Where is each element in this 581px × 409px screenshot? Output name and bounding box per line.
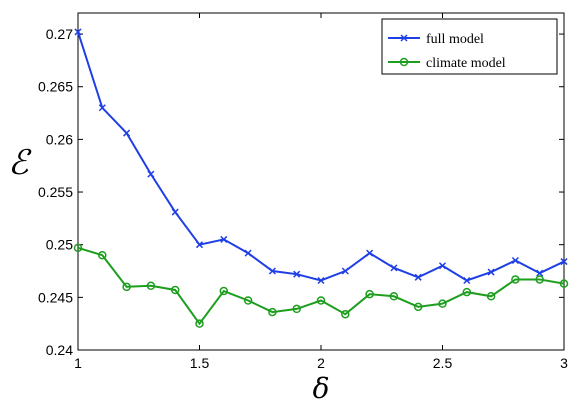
data-point <box>462 287 472 297</box>
data-point <box>414 273 422 281</box>
data-point <box>365 289 374 299</box>
data-point <box>171 208 179 216</box>
series-full-model <box>74 28 568 285</box>
series-climate-model <box>73 243 569 328</box>
y-tick-label: 0.265 <box>38 79 73 95</box>
data-point <box>98 250 107 260</box>
data-point <box>463 276 471 285</box>
data-point <box>486 292 496 301</box>
data-point <box>341 309 350 319</box>
data-point <box>195 241 204 249</box>
legend: full model climate model <box>381 18 558 75</box>
x-axis-label: δ <box>313 372 330 405</box>
series-layer <box>73 28 569 328</box>
data-point <box>366 249 374 257</box>
data-point <box>389 292 399 301</box>
data-point <box>219 286 229 296</box>
legend-entries: full model climate model <box>388 32 506 71</box>
data-point <box>268 267 276 275</box>
data-point <box>535 275 544 284</box>
legend-label: climate model <box>426 56 506 71</box>
data-point <box>195 319 204 328</box>
data-point <box>122 282 131 292</box>
legend-label: full model <box>426 32 484 47</box>
data-point <box>293 270 301 278</box>
series-line <box>77 246 565 326</box>
data-point <box>560 258 568 266</box>
y-tick-label: 0.245 <box>38 289 73 305</box>
data-point <box>74 28 82 36</box>
axis-ticks: 1 1.5 2 2.5 3 0.24 0.245 0.25 0.255 0.26 0.265 0.27 <box>38 13 568 371</box>
x-tick-label: 2.5 <box>433 355 453 371</box>
y-tick-label: 0.26 <box>46 131 73 147</box>
y-tick-label: 0.255 <box>38 184 73 200</box>
data-point <box>536 269 544 277</box>
data-point <box>220 235 228 243</box>
legend-marker <box>399 57 409 67</box>
data-point <box>170 285 180 295</box>
data-point <box>268 307 277 317</box>
data-point <box>147 170 155 178</box>
data-point <box>98 104 106 112</box>
data-point <box>511 256 519 265</box>
legend-box <box>381 18 558 75</box>
data-point <box>243 296 253 305</box>
legend-entry: full model <box>388 32 484 47</box>
y-tick-label: 0.27 <box>46 26 73 42</box>
data-point <box>390 264 398 272</box>
data-point <box>413 302 423 312</box>
data-point <box>559 279 569 288</box>
data-point <box>438 262 447 270</box>
x-tick-label: 1 <box>74 355 82 371</box>
legend-marker <box>400 34 408 42</box>
x-tick-label: 3 <box>560 355 568 371</box>
data-point <box>244 249 252 257</box>
data-point <box>317 276 325 285</box>
x-tick-label: 2 <box>317 355 325 371</box>
data-point <box>73 243 83 253</box>
y-axis-label: ℰ <box>8 143 32 183</box>
data-point <box>123 129 131 137</box>
data-point <box>316 296 326 305</box>
x-tick-label: 1.5 <box>190 355 210 371</box>
data-point <box>511 275 520 284</box>
data-point <box>146 281 156 291</box>
data-point <box>341 267 349 275</box>
y-tick-label: 0.24 <box>46 342 73 358</box>
data-point <box>487 268 495 276</box>
data-point <box>292 304 301 314</box>
data-point <box>438 299 447 308</box>
y-tick-label: 0.25 <box>46 237 73 253</box>
legend-entry: climate model <box>388 56 506 71</box>
